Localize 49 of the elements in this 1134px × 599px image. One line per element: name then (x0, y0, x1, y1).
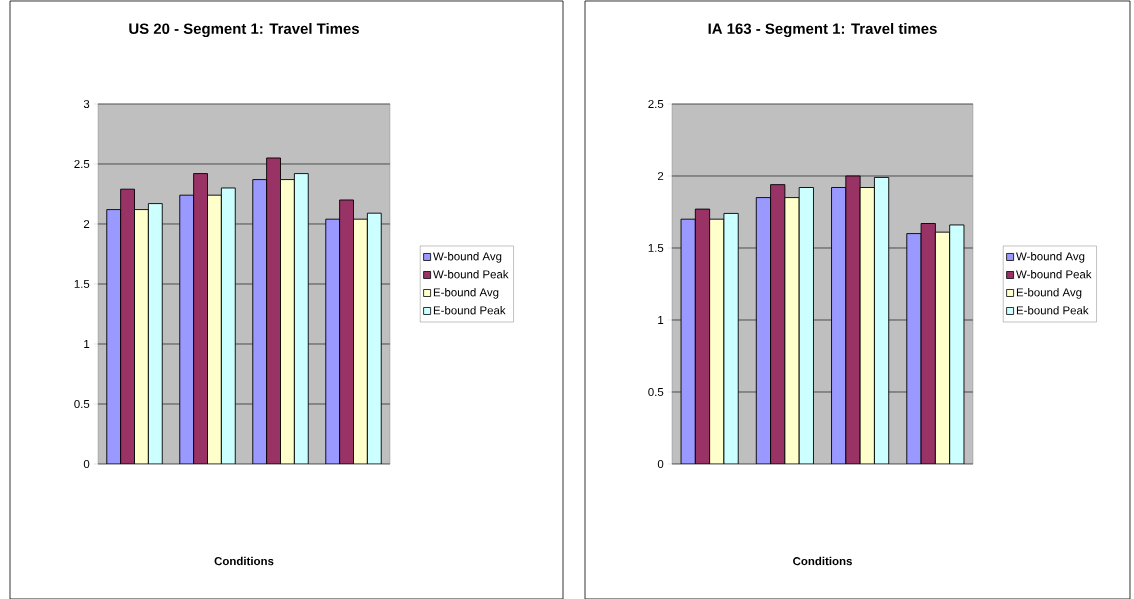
y-tick-label: 3 (83, 99, 90, 109)
y-tick-label: 1.5 (648, 244, 664, 252)
legend-label: W-bound Peak (1016, 269, 1092, 279)
bar (873, 176, 890, 464)
y-tick-label: 1 (658, 316, 664, 324)
y-tick-label: 1 (84, 340, 90, 348)
y-tick-label: 0 (657, 459, 664, 469)
bar (770, 184, 786, 464)
bar (366, 212, 382, 464)
bar (845, 175, 861, 464)
bar (859, 187, 875, 464)
bar (179, 194, 195, 464)
bar (694, 208, 711, 464)
bar (798, 187, 814, 464)
bar (220, 187, 236, 464)
legend-label: E-bound Avg (1016, 287, 1082, 299)
legend-label: W-bound Avg (1016, 251, 1085, 263)
y-tick-label: 1.5 (74, 279, 90, 288)
legend-label: E-bound Peak (1016, 305, 1089, 315)
bar (680, 218, 696, 464)
bar (723, 212, 739, 464)
y-tick-label: 0.5 (74, 399, 90, 409)
bar (106, 209, 122, 464)
legend-label: E-bound Avg (433, 287, 499, 299)
bar (755, 197, 772, 464)
y-tick-label: 2.5 (74, 159, 90, 169)
bar (949, 224, 965, 464)
bar (252, 179, 268, 464)
x-axis-title: Conditions (214, 556, 274, 566)
bar (784, 197, 800, 464)
x-axis-title: Conditions (793, 556, 852, 566)
bar (325, 218, 341, 464)
chart-title: US 20 - Segment 1: Travel Times (129, 23, 359, 38)
bar (709, 218, 725, 464)
y-tick-label: 2.5 (648, 99, 664, 109)
y-tick-label: 0.5 (648, 387, 664, 397)
legend-label: W-bound Peak (433, 269, 509, 279)
bar (920, 223, 936, 464)
y-tick-label: 2 (83, 219, 90, 228)
bar (147, 203, 163, 464)
y-tick-label: 0 (83, 459, 90, 469)
bar (934, 231, 951, 464)
bar (831, 187, 847, 464)
y-tick-label: 2 (657, 171, 664, 180)
bar (293, 173, 309, 464)
chart-title: IA 163 - Segment 1: Travel times (708, 23, 937, 38)
legend-label: W-bound Avg (433, 251, 502, 263)
legend-label: E-bound Peak (433, 305, 506, 315)
bar (906, 233, 922, 464)
